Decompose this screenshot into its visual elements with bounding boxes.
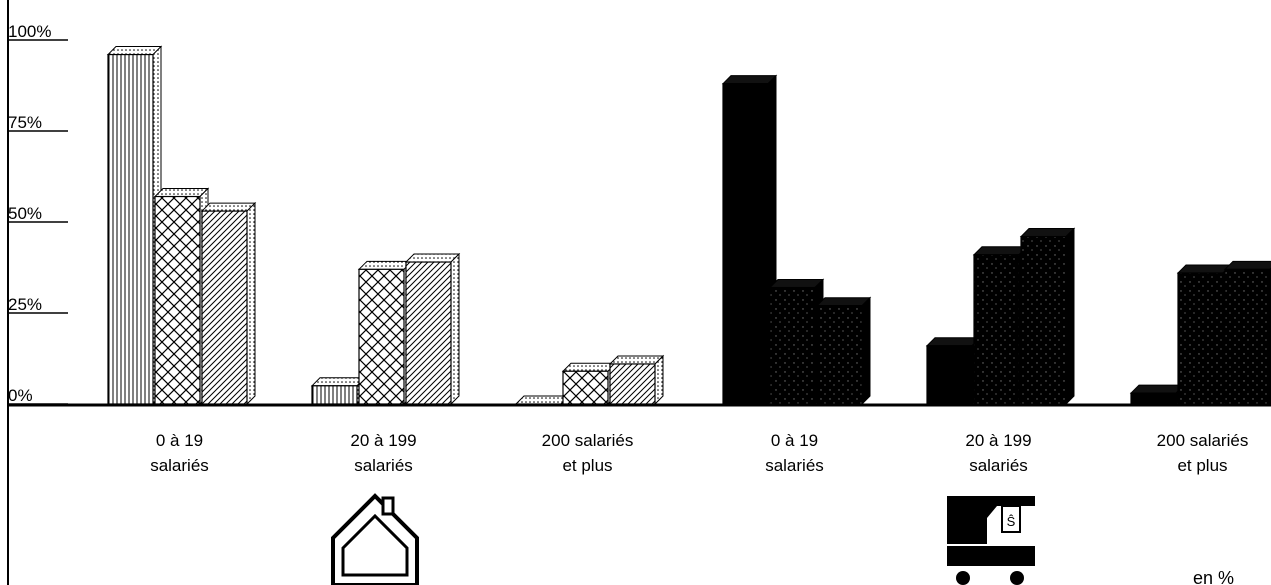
bar-top	[925, 337, 982, 347]
bar	[201, 210, 248, 405]
axes	[7, 0, 1271, 585]
bars	[106, 45, 1271, 406]
y-tick-label: 75%	[8, 113, 42, 132]
bar-top	[1176, 264, 1233, 274]
category-label: 20 à 199	[350, 431, 416, 450]
bar	[107, 53, 154, 405]
bar-top	[106, 46, 163, 56]
bar-top	[608, 355, 665, 365]
category-label: salariés	[969, 456, 1028, 475]
bar	[609, 363, 656, 405]
y-tick-label: 50%	[8, 204, 42, 223]
category-labels: 0 à 19 salariés 20 à 199 salariés 200 salari…	[150, 431, 1248, 475]
bar	[405, 261, 452, 405]
bar	[562, 370, 609, 405]
bar-top	[310, 377, 367, 387]
unit-label: en %	[1193, 568, 1234, 585]
crane-icon: Ŝ	[947, 496, 1035, 585]
bar-top	[768, 279, 825, 289]
bar-top	[721, 75, 778, 85]
bar	[1020, 235, 1067, 405]
bar	[1130, 392, 1177, 405]
bar-side	[654, 354, 664, 406]
bar-side	[1065, 227, 1075, 406]
category-label: salariés	[765, 456, 824, 475]
bar	[926, 345, 973, 405]
svg-text:Ŝ: Ŝ	[1007, 514, 1016, 529]
bar-top	[815, 297, 872, 307]
bar-side	[246, 201, 256, 406]
bar	[154, 195, 201, 405]
category-label: et plus	[1177, 456, 1227, 475]
y-tick-label: 0%	[8, 386, 33, 405]
y-tick-label: 25%	[8, 295, 42, 314]
bar	[816, 305, 863, 405]
category-label: 0 à 19	[771, 431, 818, 450]
bar	[722, 83, 769, 405]
category-label: salariés	[150, 456, 209, 475]
house-icon	[331, 493, 419, 585]
bar	[358, 268, 405, 405]
bar-top	[1223, 260, 1271, 270]
bar-top	[153, 188, 210, 198]
bar-top	[972, 246, 1029, 256]
category-label: et plus	[562, 456, 612, 475]
bar-top	[357, 260, 414, 270]
bar	[769, 286, 816, 405]
bar	[515, 403, 562, 406]
bar-top	[1019, 228, 1076, 238]
bar-top	[514, 395, 571, 405]
bar-top	[200, 202, 257, 212]
bar	[1177, 272, 1224, 405]
bar-side	[861, 296, 871, 406]
category-label: 200 salariés	[1157, 431, 1249, 450]
y-tick-label: 100%	[8, 22, 51, 41]
bar-side	[450, 252, 460, 406]
bar	[1224, 268, 1271, 405]
category-label: 20 à 199	[965, 431, 1031, 450]
y-ticks: 100% 75% 50% 25% 0%	[8, 22, 68, 405]
bar-top	[561, 362, 618, 372]
bar	[973, 254, 1020, 405]
bar	[311, 385, 358, 405]
category-label: salariés	[354, 456, 413, 475]
bar-top	[404, 253, 461, 263]
category-label: 200 salariés	[542, 431, 634, 450]
bar-top	[1129, 384, 1186, 394]
category-label: 0 à 19	[156, 431, 203, 450]
